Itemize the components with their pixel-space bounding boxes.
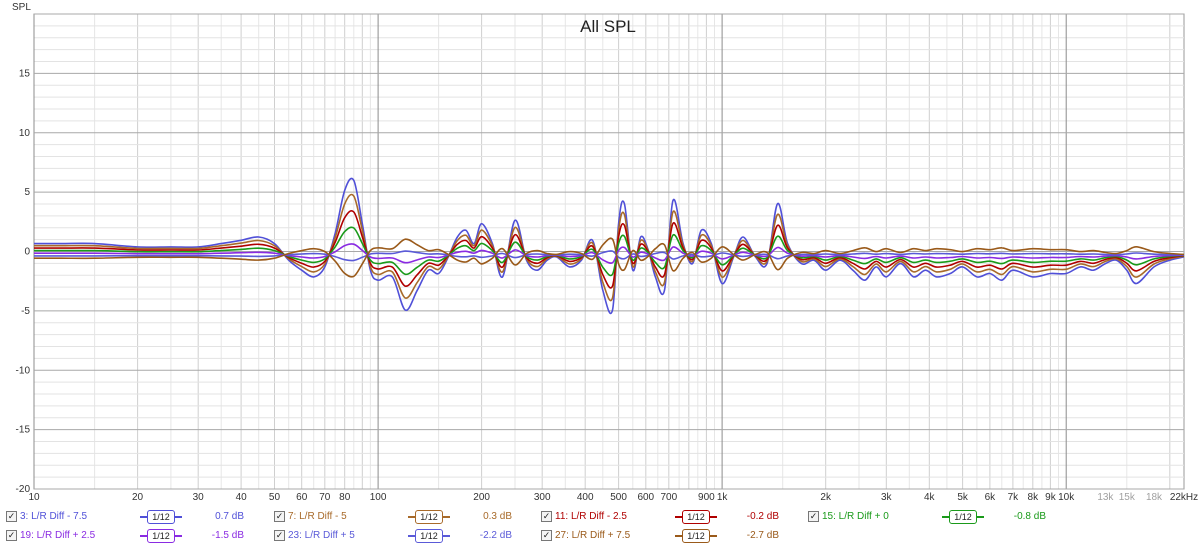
legend-label: 7: L/R Diff - 5: [288, 511, 347, 522]
x-tick-label: 10: [28, 492, 40, 503]
x-tick-label: 300: [534, 492, 551, 503]
smoothing-button[interactable]: 1/12: [147, 510, 175, 524]
x-tick-label: 2k: [820, 492, 832, 503]
legend-checkbox[interactable]: ✓: [6, 511, 17, 522]
x-tick-label: 5k: [957, 492, 969, 503]
legend-label: 11: L/R Diff - 2.5: [555, 511, 627, 522]
series-line-s23: [34, 250, 1185, 262]
legend-label: 23: L/R Diff + 5: [288, 530, 355, 541]
series-line-s11: [34, 210, 1185, 289]
legend-checkbox[interactable]: ✓: [274, 511, 285, 522]
y-tick-label: 10: [19, 128, 31, 139]
y-axis-label: SPL: [12, 2, 31, 13]
legend-checkbox[interactable]: ✓: [274, 530, 285, 541]
legend-checkbox[interactable]: ✓: [6, 530, 17, 541]
x-tick-label: 600: [637, 492, 654, 503]
series-line-s19: [34, 243, 1185, 264]
x-tick-label: 10k: [1058, 492, 1075, 503]
chart-title: All SPL: [580, 17, 636, 36]
offset-value: -1.5 dB: [211, 530, 244, 541]
x-tick-label: 8k: [1028, 492, 1040, 503]
smoothing-button[interactable]: 1/12: [949, 510, 977, 524]
smoothing-button[interactable]: 1/12: [682, 529, 710, 543]
x-tick-label: 22kHz: [1170, 492, 1198, 503]
y-tick-label: 5: [24, 187, 30, 198]
series-line-s3: [34, 177, 1185, 315]
series-line-s7: [33, 193, 1185, 302]
y-tick-label: -20: [16, 484, 31, 495]
x-tick-label: 15k: [1119, 492, 1136, 503]
x-tick-label: 50: [269, 492, 281, 503]
x-tick-label: 4k: [924, 492, 936, 503]
legend-row-1: ✓ 3: L/R Diff - 7.5 1/12 0.7 dB ✓ 7: L/R…: [0, 508, 1200, 526]
x-tick-label: 200: [473, 492, 490, 503]
y-tick-label: 0: [24, 247, 30, 258]
x-tick-label: 18k: [1146, 492, 1163, 503]
y-tick-label: -5: [21, 306, 30, 317]
smoothing-button[interactable]: 1/12: [415, 529, 443, 543]
legend-checkbox[interactable]: ✓: [541, 530, 552, 541]
legend-checkbox[interactable]: ✓: [808, 511, 819, 522]
y-tick-label: -10: [16, 365, 31, 376]
x-tick-label: 80: [339, 492, 351, 503]
legend-label: 27: L/R Diff + 7.5: [555, 530, 631, 541]
smoothing-button[interactable]: 1/12: [147, 529, 175, 543]
x-tick-label: 30: [193, 492, 205, 503]
x-tick-label: 6k: [985, 492, 997, 503]
offset-value: -0.2 dB: [746, 511, 779, 522]
legend-label: 3: L/R Diff - 7.5: [20, 511, 88, 522]
x-tick-label: 500: [610, 492, 627, 503]
series-line-s27: [34, 237, 1185, 278]
x-tick-label: 70: [319, 492, 331, 503]
x-tick-label: 40: [236, 492, 248, 503]
x-axis-ticks: 10 20 30 40 50 60 70 80 100 200 300 400 500 600 700 900…: [28, 492, 1198, 503]
series-curves: [33, 177, 1185, 315]
x-tick-label: 700: [660, 492, 677, 503]
x-tick-label: 100: [370, 492, 387, 503]
legend: ✓ 3: L/R Diff - 7.5 1/12 0.7 dB ✓ 7: L/R…: [0, 508, 1200, 546]
offset-value: -0.8 dB: [1013, 511, 1046, 522]
x-tick-label: 20: [132, 492, 144, 503]
legend-label: 19: L/R Diff + 2.5: [20, 530, 96, 541]
x-tick-label: 400: [577, 492, 594, 503]
y-axis-ticks: 15 10 5 0 -5 -10 -15 -20: [16, 68, 31, 495]
y-tick-label: 15: [19, 68, 31, 79]
smoothing-button[interactable]: 1/12: [415, 510, 443, 524]
series-line-s15: [34, 226, 1185, 277]
offset-value: -2.2 dB: [479, 530, 512, 541]
x-tick-label: 13k: [1097, 492, 1114, 503]
offset-value: 0.7 dB: [215, 511, 244, 522]
smoothing-button[interactable]: 1/12: [682, 510, 710, 524]
legend-row-2: ✓ 19: L/R Diff + 2.5 1/12 -1.5 dB ✓ 23: …: [0, 527, 1200, 545]
offset-value: 0.3 dB: [483, 511, 512, 522]
x-tick-label: 60: [296, 492, 308, 503]
legend-label: 15: L/R Diff + 0: [822, 511, 889, 522]
x-tick-label: 900: [698, 492, 715, 503]
offset-value: -2.7 dB: [746, 530, 779, 541]
x-tick-label: 3k: [881, 492, 893, 503]
legend-checkbox[interactable]: ✓: [541, 511, 552, 522]
x-tick-label: 1k: [717, 492, 729, 503]
x-tick-label: 9k: [1045, 492, 1057, 503]
y-tick-label: -15: [16, 425, 31, 436]
x-tick-label: 7k: [1008, 492, 1020, 503]
